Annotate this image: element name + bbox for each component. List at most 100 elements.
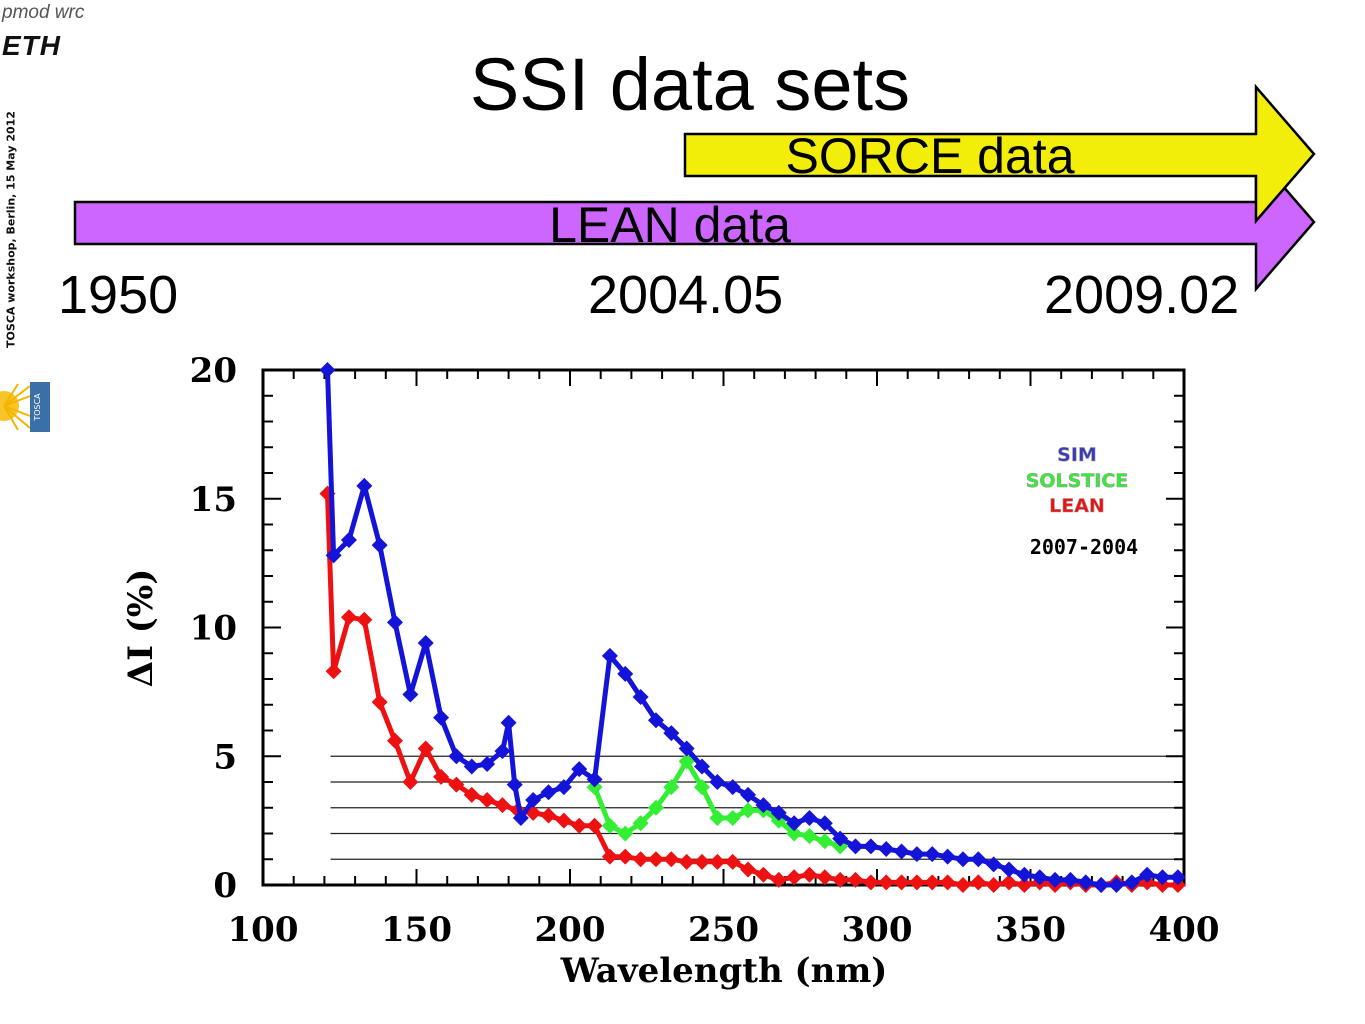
year-2004-05: 2004.05 <box>588 265 784 325</box>
data-point-sim <box>678 740 695 757</box>
tick-labels: 100 150 200 250 300 350 400 0 5 10 15 20 <box>190 351 1220 950</box>
data-point-sim <box>878 840 895 857</box>
data-point-solstice <box>801 828 818 845</box>
year-1950: 1950 <box>58 265 179 325</box>
data-point-sim <box>417 634 434 651</box>
data-point-sim <box>724 779 741 796</box>
data-point-lean <box>924 874 941 891</box>
series-lean <box>319 485 1186 893</box>
x-tick-label: 350 <box>995 910 1066 950</box>
data-point-sim <box>325 547 342 564</box>
data-point-solstice <box>816 833 833 850</box>
data-point-lean <box>463 786 480 803</box>
data-point-sim <box>1123 874 1140 891</box>
data-point-lean <box>402 774 419 790</box>
data-point-lean <box>816 869 833 886</box>
year-2009-02: 2009.02 <box>1044 265 1240 325</box>
data-point-lean <box>939 874 956 891</box>
sun-icon <box>0 383 31 431</box>
data-point-lean <box>985 877 1002 893</box>
data-point-sim <box>786 815 803 832</box>
data-point-sim <box>1001 861 1018 878</box>
data-point-solstice <box>724 810 741 827</box>
data-point-sim <box>506 776 523 793</box>
data-point-solstice <box>632 815 649 832</box>
y-axis-label: ΔI (%) <box>121 569 161 688</box>
data-point-sim <box>1139 866 1156 883</box>
data-point-lean <box>647 851 664 868</box>
tosca-badge-text: TOSCA <box>33 393 42 422</box>
legend-sim: SIM <box>1057 444 1097 466</box>
sorce-data-label: SORCE data <box>785 128 1074 184</box>
data-point-solstice <box>663 779 680 796</box>
data-point-sim <box>954 851 971 868</box>
data-point-lean <box>678 853 695 870</box>
data-point-lean <box>770 871 787 888</box>
data-point-solstice <box>709 810 726 827</box>
x-tick-label: 250 <box>688 910 759 950</box>
data-point-solstice <box>694 779 711 796</box>
data-point-sim <box>847 838 864 855</box>
logo-block: pmod wrc ETH <box>0 0 120 70</box>
data-point-lean <box>340 609 357 626</box>
data-point-sim <box>770 804 787 821</box>
y-tick-label: 0 <box>213 866 237 906</box>
data-point-lean <box>479 792 496 809</box>
data-point-sim <box>1169 869 1186 886</box>
data-point-sim <box>694 758 711 775</box>
data-point-lean <box>586 817 603 834</box>
x-tick-label: 300 <box>842 910 913 950</box>
data-point-lean <box>694 853 711 870</box>
legend-solstice: SOLSTICE <box>1026 470 1129 492</box>
series-layer <box>319 362 1186 893</box>
data-point-sim <box>479 755 496 772</box>
data-point-sim <box>924 846 941 863</box>
data-point-solstice <box>786 825 803 842</box>
data-point-sim <box>893 843 910 860</box>
data-point-sim <box>1108 877 1125 893</box>
data-point-sim <box>387 614 404 631</box>
sorce-data-arrow <box>683 83 1316 225</box>
data-point-lean <box>908 874 925 891</box>
eth-logo: ETH <box>2 30 61 61</box>
y-tick-label: 5 <box>213 737 237 777</box>
data-point-sim <box>1031 869 1048 886</box>
data-point-sim <box>1047 871 1064 888</box>
data-point-lean <box>740 861 757 878</box>
lean-data-label: LEAN data <box>549 197 791 253</box>
data-point-sim <box>832 830 849 847</box>
data-point-lean <box>494 797 511 814</box>
data-point-sim <box>525 792 542 809</box>
data-point-lean <box>433 768 450 785</box>
data-point-sim <box>647 712 664 729</box>
series-sim <box>319 362 1186 893</box>
data-point-sim <box>555 779 572 796</box>
data-point-lean <box>617 848 634 865</box>
x-tick-label: 100 <box>228 910 299 950</box>
data-point-lean <box>893 874 910 891</box>
data-point-sim <box>1062 871 1079 888</box>
data-point-lean <box>847 871 864 888</box>
data-point-sim <box>617 665 634 682</box>
legend-period: 2007-2004 <box>1030 535 1138 559</box>
data-point-sim <box>1077 874 1094 891</box>
y-tick-label: 15 <box>190 480 237 520</box>
data-point-lean <box>878 874 895 891</box>
data-point-sim <box>371 537 388 554</box>
data-point-sim <box>319 362 336 378</box>
data-point-lean <box>448 776 465 793</box>
data-point-sim <box>740 786 757 803</box>
data-point-lean <box>601 848 618 865</box>
data-point-sim <box>463 758 480 775</box>
data-point-sim <box>816 815 833 832</box>
reference-lines <box>330 755 1184 860</box>
data-point-sim <box>340 531 357 548</box>
data-point-solstice <box>617 825 634 842</box>
data-point-lean <box>832 871 849 888</box>
x-tick-label: 150 <box>381 910 452 950</box>
data-point-lean <box>786 869 803 886</box>
data-point-solstice <box>647 799 664 816</box>
data-point-lean <box>325 663 342 680</box>
data-point-lean <box>632 851 649 868</box>
x-tick-label: 400 <box>1149 910 1220 950</box>
